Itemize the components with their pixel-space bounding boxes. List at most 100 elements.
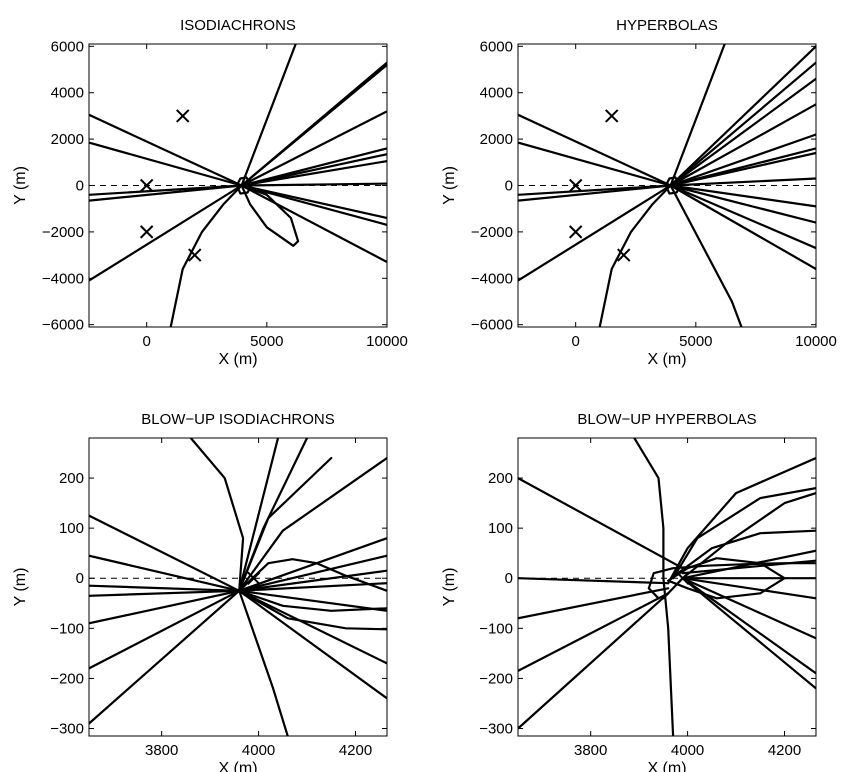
panel-title: BLOW−UP ISODIACHRONS (141, 411, 335, 428)
y-tick-label: −2000 (471, 224, 513, 241)
series-curve-19 (667, 557, 786, 600)
receiver-marker-1 (247, 571, 261, 585)
x-tick-label: 4200 (339, 742, 372, 759)
y-tick-label: −2000 (42, 224, 84, 241)
panel-title: BLOW−UP HYPERBOLAS (577, 411, 756, 428)
series-curve-6 (633, 438, 675, 736)
x-axis-label: X (m) (218, 760, 257, 772)
series-curve-7 (240, 184, 300, 247)
series-curve-15 (240, 182, 387, 187)
series-curve-22 (238, 589, 387, 612)
series-curve-2 (518, 577, 670, 585)
x-tick-label: 10000 (795, 333, 837, 350)
panel-3: BLOW−UP ISODIACHRONS 3800 4000 4200 200 100 0 −… (12, 411, 388, 772)
series-curve-18 (238, 589, 387, 665)
y-axis-label: Y (m) (441, 166, 458, 205)
y-tick-label: −4000 (471, 270, 513, 287)
series-curve-17 (669, 184, 816, 208)
y-tick-label: 200 (488, 470, 513, 487)
series-curve-23 (238, 589, 387, 631)
series-curve-13 (240, 153, 387, 187)
series-curve-11 (676, 529, 816, 575)
x-tick-label: 5000 (250, 333, 283, 350)
series-curve-16 (238, 582, 387, 592)
x-tick-label: 10000 (366, 333, 408, 350)
series-curve-18 (681, 577, 816, 690)
plot-area (89, 438, 387, 736)
series-curve-15 (669, 151, 816, 187)
series-curve-8 (240, 44, 297, 187)
series-curve-10 (240, 63, 387, 187)
y-tick-label: 100 (59, 520, 84, 537)
y-tick-label: 0 (76, 178, 84, 195)
y-tick-label: 0 (505, 570, 513, 587)
series-curve-9 (238, 438, 280, 592)
y-tick-label: 2000 (480, 131, 513, 148)
series-curve-18 (240, 184, 387, 264)
series-curve-19 (238, 589, 387, 700)
series-curve-21 (238, 558, 387, 592)
series-curve-2 (518, 141, 672, 187)
series-curve-20 (238, 589, 289, 736)
y-tick-label: −4000 (42, 270, 84, 287)
series-curve-3 (518, 587, 670, 620)
y-tick-label: −100 (479, 620, 513, 637)
y-tick-label: −6000 (42, 317, 84, 334)
series-curve-10 (669, 61, 816, 187)
axes-frame (517, 437, 817, 737)
series-curve-18 (669, 184, 816, 224)
x-axis-label: X (m) (647, 351, 686, 368)
series-curve-17 (238, 589, 387, 612)
series-curve-19 (669, 184, 816, 250)
series-curve-9 (667, 456, 816, 585)
series-curve-8 (189, 438, 245, 592)
series-curve-1 (518, 113, 672, 187)
x-tick-label: 4200 (768, 742, 801, 759)
panel-2: HYPERBOLAS 0 5000 10000 6000 4000 2000 0 −2000 −4… (441, 17, 837, 368)
y-tick-label: 200 (59, 470, 84, 487)
series-curve-4 (518, 592, 670, 673)
series-curve-7 (669, 184, 743, 327)
y-axis-label: Y (m) (12, 568, 29, 607)
axes-frame (88, 437, 388, 737)
series-curve-16 (240, 184, 387, 220)
series-curve-13 (669, 133, 816, 187)
y-tick-label: −6000 (471, 317, 513, 334)
x-tick-label: 4000 (242, 742, 275, 759)
y-tick-label: 6000 (51, 38, 84, 55)
series-curve-21 (664, 176, 682, 195)
series-curve-6 (169, 184, 243, 327)
y-tick-label: −200 (479, 670, 513, 687)
y-tick-label: −300 (50, 720, 84, 737)
series-curve-16 (681, 577, 816, 640)
series-curve-5 (518, 184, 672, 282)
y-tick-label: 4000 (51, 85, 84, 102)
series-curve-13 (238, 537, 387, 592)
series-curve-11 (238, 456, 333, 592)
y-axis-label: Y (m) (12, 166, 29, 205)
series-curve-11 (240, 110, 387, 187)
series-curve-12 (238, 456, 387, 592)
y-tick-label: 4000 (480, 85, 513, 102)
y-tick-label: 2000 (51, 131, 84, 148)
panel-title: ISODIACHRONS (180, 17, 296, 34)
y-tick-label: 6000 (480, 38, 513, 55)
series-curve-5 (89, 589, 241, 625)
receiver-marker-4 (188, 248, 202, 262)
series-curve-16 (669, 177, 816, 187)
receiver-marker-3 (139, 225, 154, 239)
x-axis-label: X (m) (647, 760, 686, 772)
x-tick-label: 3800 (574, 742, 607, 759)
series-curve-13 (681, 559, 816, 575)
plot-area (89, 44, 387, 327)
y-tick-label: 100 (488, 520, 513, 537)
panel-1: ISODIACHRONS 0 5000 10000 6000 4000 2000 0 −2000… (12, 17, 408, 368)
series-curve-20 (669, 184, 816, 271)
series-curve-12 (669, 103, 816, 187)
series-curve-9 (669, 45, 816, 187)
series-curve-5 (89, 184, 243, 282)
panel-title: HYPERBOLAS (616, 17, 718, 34)
series-curve-7 (89, 589, 241, 725)
series-curve-4 (89, 589, 241, 597)
x-tick-label: 4000 (671, 742, 704, 759)
